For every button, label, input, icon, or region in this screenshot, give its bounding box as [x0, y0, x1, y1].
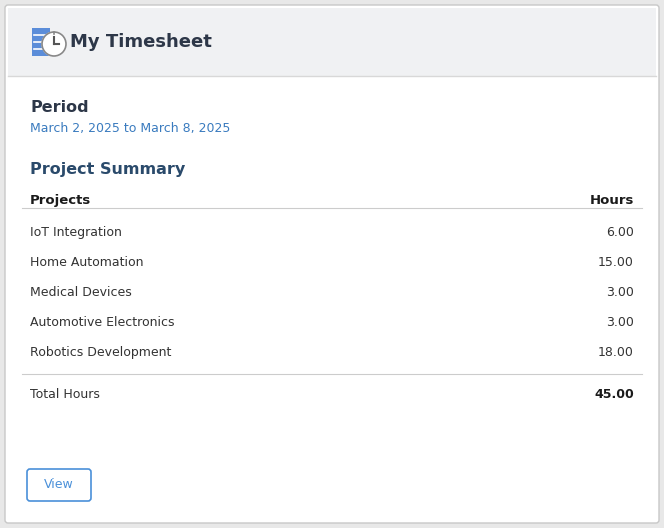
Text: IoT Integration: IoT Integration [30, 226, 122, 239]
Text: Medical Devices: Medical Devices [30, 286, 131, 299]
Text: March 2, 2025 to March 8, 2025: March 2, 2025 to March 8, 2025 [30, 122, 230, 135]
Text: Hours: Hours [590, 194, 634, 207]
Text: 45.00: 45.00 [594, 388, 634, 401]
Text: 3.00: 3.00 [606, 286, 634, 299]
Text: Home Automation: Home Automation [30, 256, 143, 269]
Text: Projects: Projects [30, 194, 91, 207]
Text: Project Summary: Project Summary [30, 162, 185, 177]
Text: View: View [44, 478, 74, 492]
Text: 15.00: 15.00 [598, 256, 634, 269]
FancyBboxPatch shape [8, 8, 656, 76]
Text: My Timesheet: My Timesheet [70, 33, 212, 51]
FancyBboxPatch shape [5, 5, 659, 523]
Circle shape [42, 32, 66, 56]
Text: Robotics Development: Robotics Development [30, 346, 171, 359]
FancyBboxPatch shape [32, 28, 50, 56]
Text: 6.00: 6.00 [606, 226, 634, 239]
Text: Period: Period [30, 100, 88, 115]
Text: 18.00: 18.00 [598, 346, 634, 359]
Text: Total Hours: Total Hours [30, 388, 100, 401]
Text: 3.00: 3.00 [606, 316, 634, 329]
FancyBboxPatch shape [27, 469, 91, 501]
Text: Automotive Electronics: Automotive Electronics [30, 316, 175, 329]
